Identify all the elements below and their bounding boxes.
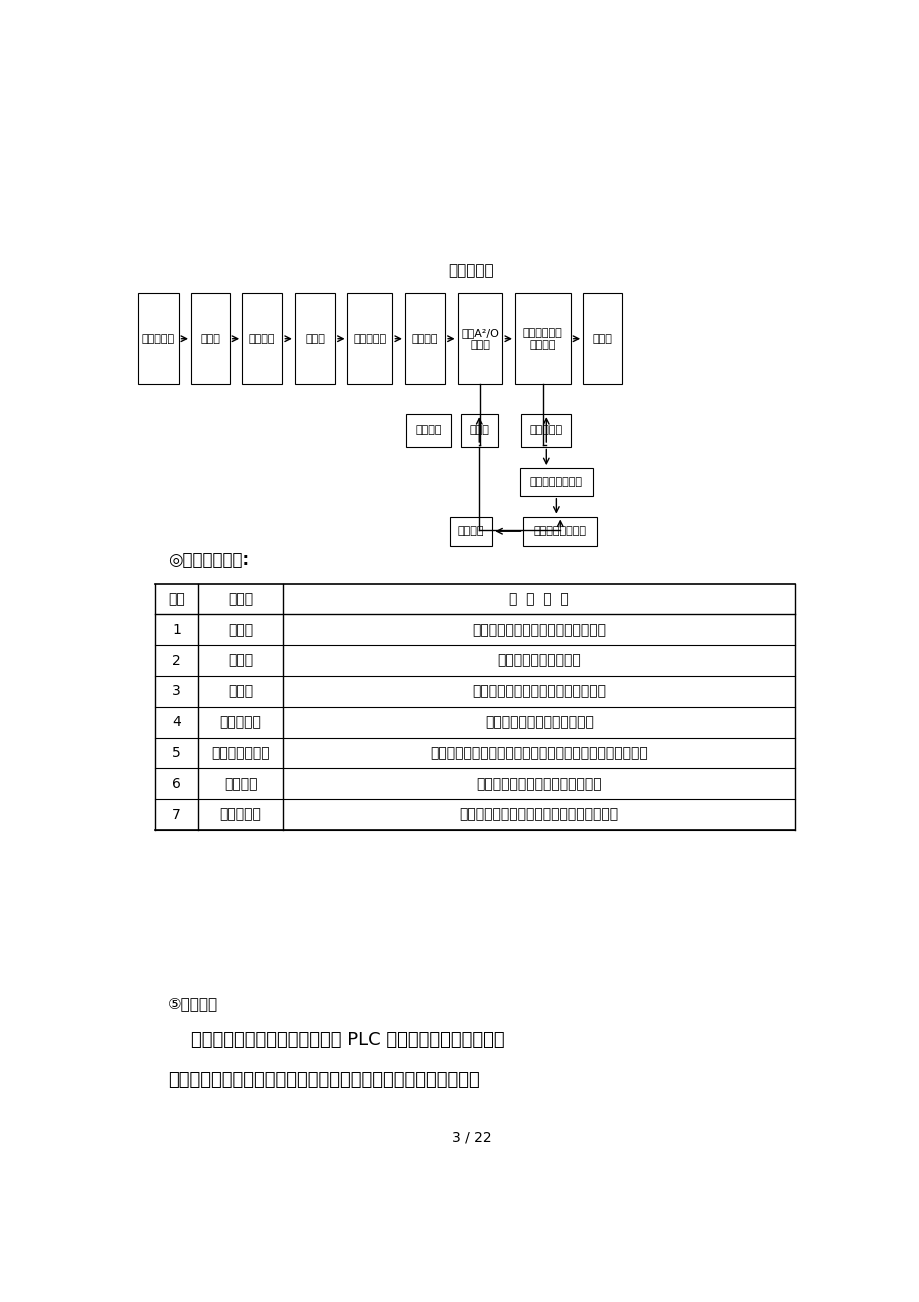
Bar [520, 414, 571, 447]
Bar [515, 293, 570, 384]
Text: 提砂机、砂水分离器、中心管: 提砂机、砂水分离器、中心管 [484, 715, 593, 729]
Text: 离心沉降式脱水机、螺旋输送机、起重机、: 离心沉降式脱水机、螺旋输送机、起重机、 [460, 807, 618, 822]
Text: 3 / 22: 3 / 22 [451, 1131, 491, 1144]
Text: 污泥脱水间: 污泥脱水间 [220, 807, 261, 822]
Text: 细格栅: 细格栅 [228, 685, 253, 698]
Bar [404, 293, 445, 384]
Text: 主  要  设  备: 主 要 设 备 [509, 592, 569, 605]
Bar [583, 293, 621, 384]
Text: 序号: 序号 [168, 592, 185, 605]
Text: 6: 6 [172, 777, 181, 790]
Text: 1: 1 [172, 622, 181, 637]
Text: 旋流沉砂池: 旋流沉砂池 [220, 715, 261, 729]
Bar [449, 517, 492, 546]
Text: 7: 7 [172, 807, 181, 822]
Text: 2: 2 [172, 654, 181, 668]
Text: 配水井及污泥
回流泵房: 配水井及污泥 回流泵房 [522, 328, 562, 349]
Text: 粗格栅: 粗格栅 [200, 333, 220, 344]
Text: 污泥外运: 污泥外运 [458, 526, 483, 536]
Text: 细格格栅机、、螺旋输送机、闸阀、: 细格格栅机、、螺旋输送机、闸阀、 [471, 685, 606, 698]
Text: 污泥泵池: 污泥泵池 [223, 777, 257, 790]
Text: 污泥浓缩脱水机房: 污泥浓缩脱水机房 [533, 526, 586, 536]
Text: 5: 5 [172, 746, 181, 760]
Bar [191, 293, 230, 384]
Text: 紫外消毒池: 紫外消毒池 [529, 426, 562, 435]
Bar [406, 414, 451, 447]
Bar [347, 293, 392, 384]
Text: 水下搅拌器、转碟、闸阀、分配井电动阀门、溶解氧测定仪: 水下搅拌器、转碟、闸阀、分配井电动阀门、溶解氧测定仪 [430, 746, 648, 760]
Bar [519, 469, 593, 496]
Text: 构筑物: 构筑物 [228, 592, 253, 605]
Text: 粗格栅: 粗格栅 [228, 622, 253, 637]
Text: 潜污泵、闸阀、止回阀: 潜污泵、闸阀、止回阀 [497, 654, 581, 668]
Text: 厌氧池、氧化沟: 厌氧池、氧化沟 [211, 746, 269, 760]
Text: 鼓风机房: 鼓风机房 [415, 426, 442, 435]
Bar [460, 414, 497, 447]
Text: 处理水排至汉南河: 处理水排至汉南河 [529, 477, 583, 487]
Bar [457, 293, 502, 384]
Text: 旋流沉砂池: 旋流沉砂池 [353, 333, 386, 344]
Text: 污泥泵、闸阀、止回阀、单轨吊车: 污泥泵、闸阀、止回阀、单轨吊车 [476, 777, 601, 790]
Text: 提升泵房: 提升泵房 [249, 333, 275, 344]
Text: ⑤自控系统: ⑤自控系统 [167, 996, 218, 1010]
Text: 倒置A²/O
氧化沟: 倒置A²/O 氧化沟 [460, 328, 498, 349]
Text: 3: 3 [172, 685, 181, 698]
Text: 解氧、污水酸碱度、流量、有度气体检测；同时对电压、电流、转: 解氧、污水酸碱度、流量、有度气体检测；同时对电压、电流、转 [167, 1072, 479, 1090]
Text: 场区进水管: 场区进水管 [142, 333, 175, 344]
Text: 本工程采用集散控制系统，现场 PLC 对夜位、温度、压力、溶: 本工程采用集散控制系统，现场 PLC 对夜位、温度、压力、溶 [167, 1031, 504, 1049]
Bar [138, 293, 178, 384]
Text: 二沉池: 二沉池 [592, 333, 612, 344]
Bar [294, 293, 335, 384]
Text: 粗格栅机、螺旋压榨机、皮带输送机: 粗格栅机、螺旋压榨机、皮带输送机 [471, 622, 606, 637]
Text: 储泥池: 储泥池 [469, 426, 489, 435]
Bar [523, 517, 596, 546]
Text: 工艺流程图: 工艺流程图 [448, 263, 494, 277]
Text: ◎主要工艺设备:: ◎主要工艺设备: [167, 552, 248, 569]
Text: 提升泵: 提升泵 [228, 654, 253, 668]
Bar [242, 293, 282, 384]
Text: 流量计井: 流量计井 [412, 333, 437, 344]
Text: 细格栅: 细格栅 [305, 333, 324, 344]
Text: 4: 4 [172, 715, 181, 729]
